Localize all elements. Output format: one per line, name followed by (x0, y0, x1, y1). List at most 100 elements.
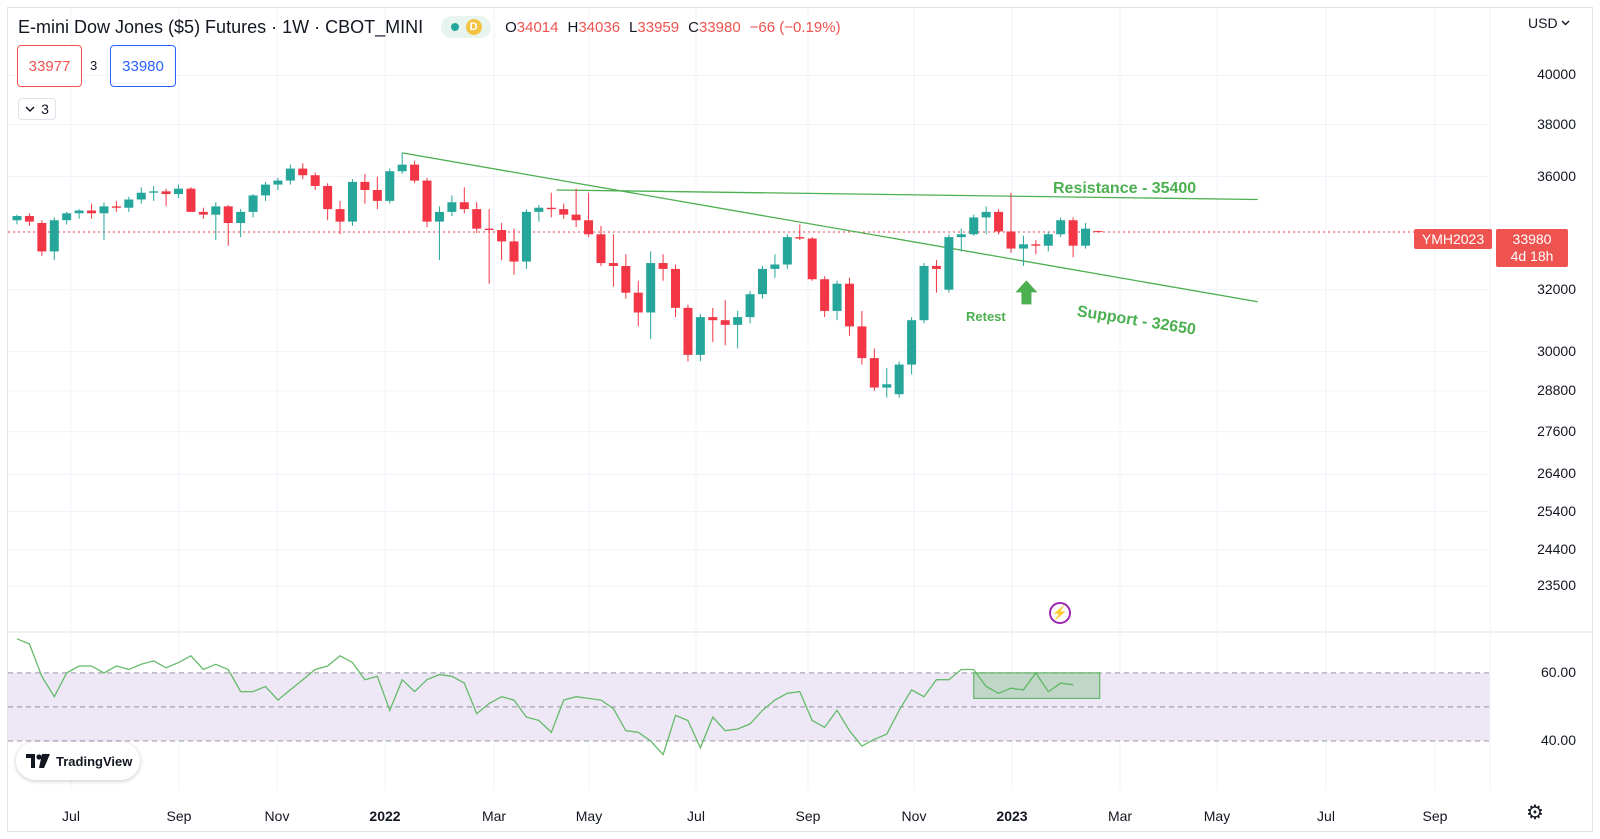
indicators-count: 3 (41, 101, 49, 117)
candle-body (360, 181, 370, 190)
candle-body (447, 202, 457, 212)
time-tick-label: 2022 (369, 808, 401, 824)
candle-body (397, 164, 407, 172)
oscillator-tick-label: 40.00 (1540, 731, 1576, 748)
candle-body (894, 364, 904, 395)
candle-body (298, 168, 308, 176)
candle-body (149, 191, 159, 193)
candle-body (236, 211, 246, 224)
buy-button[interactable]: 33980 (110, 45, 176, 87)
candle-body (931, 265, 941, 269)
candle-body (683, 307, 693, 355)
price-tick-label: 23500 (1537, 577, 1576, 594)
time-tick-label: Nov (264, 808, 290, 824)
spread-value: 3 (90, 58, 98, 73)
candle-body (62, 213, 72, 221)
candle-body (546, 207, 556, 210)
candle-body (869, 358, 879, 388)
candle-body (1018, 244, 1028, 249)
ohlc-change: −66 (−0.19%) (749, 18, 841, 36)
market-open-dot-icon (450, 23, 459, 31)
candle-body (1093, 231, 1103, 233)
candle-body (919, 265, 929, 321)
settings-gear-icon[interactable]: ⚙ (1526, 802, 1544, 824)
time-tick-label: Jul (1317, 808, 1335, 824)
retest-arrow-icon (1015, 280, 1038, 305)
candle-body (509, 241, 519, 262)
candle-body (584, 220, 594, 235)
currency-label: USD (1528, 15, 1558, 31)
currency-selector[interactable]: USD (1528, 15, 1570, 31)
time-tick-label: Mar (1107, 808, 1133, 824)
lightning-icon[interactable]: ⚡ (1049, 602, 1071, 624)
tradingview-logo-icon (26, 754, 50, 768)
price-tick-label: 32000 (1537, 280, 1576, 297)
candle-body (534, 207, 544, 212)
chart-header: E-mini Dow Jones ($5) Futures · 1W · CBO… (18, 15, 841, 39)
retest-label: Retest (966, 309, 1006, 324)
candle-body (459, 202, 469, 210)
candle-body (1056, 220, 1066, 235)
time-tick-label: 2023 (996, 808, 1028, 824)
candle-body (186, 188, 196, 212)
price-tick-label: 24400 (1537, 541, 1576, 558)
ohlc-high: H34036 (567, 18, 621, 36)
sell-button[interactable]: 33977 (17, 45, 82, 87)
candle-body (223, 206, 233, 224)
price-tick-label: 25400 (1537, 502, 1576, 519)
ohlc-readout: O34014 H34036 L33959 C33980 −66 (−0.19%) (505, 19, 840, 36)
market-status-badge[interactable]: D (441, 16, 492, 38)
rsi-band (8, 672, 1490, 742)
candle-body (994, 211, 1004, 232)
candle-body (484, 228, 494, 231)
candle-body (472, 209, 482, 229)
candle-body (1043, 234, 1053, 246)
candle-body (521, 211, 531, 262)
symbol-title[interactable]: E-mini Dow Jones ($5) Futures · 1W · CBO… (18, 16, 424, 37)
indicators-toggle-button[interactable]: 3 (18, 98, 56, 120)
oscillator-tick-label: 60.00 (1540, 663, 1576, 680)
candlesticks (12, 152, 1103, 398)
candle-body (646, 263, 656, 313)
resistance-label: Resistance - 35400 (1053, 180, 1197, 197)
candle-body (608, 263, 618, 266)
candle-body (37, 223, 47, 252)
candle-body (758, 268, 767, 295)
candle-body (621, 265, 631, 293)
candle-body (323, 185, 333, 210)
trendlines (8, 152, 1490, 303)
candle-body (174, 188, 184, 195)
candle-body (969, 217, 979, 235)
candle-body (198, 211, 208, 215)
candle-body (1081, 228, 1091, 246)
candle-body (24, 216, 34, 222)
candle-body (136, 192, 146, 200)
candle-body (807, 238, 817, 280)
candle-body (782, 237, 792, 265)
candle-body (981, 211, 991, 218)
time-tick-label: Sep (166, 808, 192, 824)
price-tick-label: 28800 (1537, 381, 1576, 398)
descending-trendline (402, 152, 1258, 303)
candle-body (795, 237, 805, 239)
candle-body (596, 234, 606, 264)
grid-lines (8, 8, 1592, 790)
candle-body (944, 237, 954, 290)
price-tick-label: 38000 (1537, 115, 1576, 132)
candle-body (12, 216, 22, 221)
candle-body (956, 234, 966, 238)
candle-body (770, 264, 780, 269)
time-tick-label: May (575, 808, 603, 824)
tradingview-logo[interactable]: TradingView (16, 742, 140, 780)
candle-body (285, 168, 295, 181)
candle-body (111, 206, 121, 208)
candle-body (248, 195, 258, 212)
symbol-price-tag: YMH2023 (1414, 229, 1492, 249)
candle-body (559, 209, 569, 215)
candle-body (422, 180, 432, 222)
candle-body (335, 209, 345, 222)
candle-body (347, 181, 357, 222)
candle-body (907, 320, 917, 365)
ohlc-open: O34014 (505, 18, 559, 36)
